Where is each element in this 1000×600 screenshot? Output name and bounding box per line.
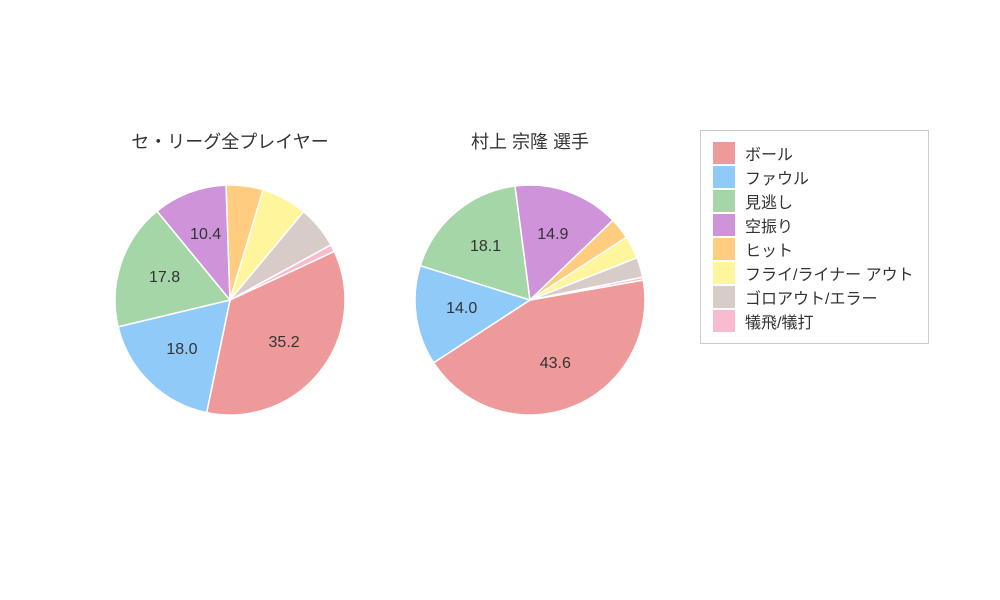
chart-stage: セ・リーグ全プレイヤー 村上 宗隆 選手 35.218.017.810.443.… [0, 0, 1000, 600]
legend-swatch-swing_miss [713, 214, 735, 236]
legend-label-hit: ヒット [745, 237, 793, 261]
pie-0-label-swing_miss: 10.4 [190, 226, 221, 244]
legend-label-foul: ファウル [745, 165, 809, 189]
legend-item-miss_look: 見逃し [713, 189, 914, 213]
legend-label-swing_miss: 空振り [745, 213, 793, 237]
legend-swatch-miss_look [713, 190, 735, 212]
legend-label-ball: ボール [745, 141, 793, 165]
pie-1-label-ball: 43.6 [540, 355, 571, 373]
pie-0-label-miss_look: 17.8 [149, 269, 180, 287]
legend-swatch-fly_liner [713, 262, 735, 284]
legend-item-ground_err: ゴロアウト/エラー [713, 285, 914, 309]
legend-label-sac: 犠飛/犠打 [745, 309, 813, 333]
legend-swatch-foul [713, 166, 735, 188]
legend-label-miss_look: 見逃し [745, 189, 793, 213]
legend-item-fly_liner: フライ/ライナー アウト [713, 261, 914, 285]
pie-1-label-swing_miss: 14.9 [537, 226, 568, 244]
legend-swatch-hit [713, 238, 735, 260]
legend-item-hit: ヒット [713, 237, 914, 261]
legend-swatch-sac [713, 310, 735, 332]
legend-item-ball: ボール [713, 141, 914, 165]
legend: ボールファウル見逃し空振りヒットフライ/ライナー アウトゴロアウト/エラー犠飛/… [700, 130, 929, 344]
pie-1-label-foul: 14.0 [446, 300, 477, 318]
pie-0-label-foul: 18.0 [166, 341, 197, 359]
pie-0-label-ball: 35.2 [269, 334, 300, 352]
legend-item-swing_miss: 空振り [713, 213, 914, 237]
legend-label-fly_liner: フライ/ライナー アウト [745, 261, 914, 285]
legend-swatch-ground_err [713, 286, 735, 308]
legend-item-foul: ファウル [713, 165, 914, 189]
legend-item-sac: 犠飛/犠打 [713, 309, 914, 333]
pie-1-label-miss_look: 18.1 [470, 238, 501, 256]
legend-label-ground_err: ゴロアウト/エラー [745, 285, 877, 309]
legend-swatch-ball [713, 142, 735, 164]
